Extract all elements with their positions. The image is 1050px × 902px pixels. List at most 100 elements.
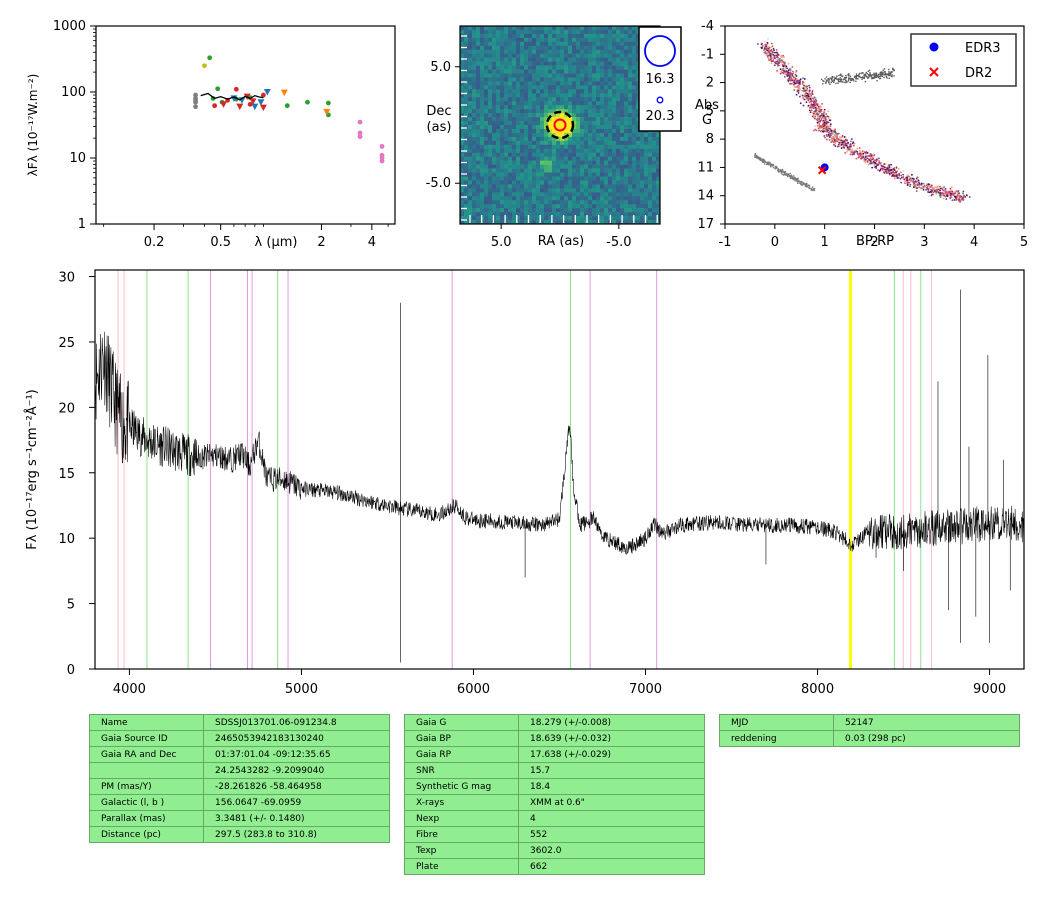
image-pixel — [520, 53, 525, 58]
image-pixel — [512, 37, 517, 43]
image-pixel — [472, 152, 477, 157]
image-pixel — [564, 77, 569, 82]
x-axis-label: λ (μm) — [255, 235, 298, 250]
image-pixel — [508, 97, 513, 102]
image-pixel — [520, 176, 525, 181]
image-pixel — [608, 105, 613, 110]
image-pixel — [496, 57, 501, 62]
image-pixel — [576, 121, 581, 126]
image-pixel — [596, 26, 601, 31]
image-pixel — [484, 89, 489, 94]
hr-density-dot — [791, 74, 794, 77]
image-pixel — [624, 113, 629, 118]
hr-density-dot — [832, 81, 835, 84]
image-pixel — [596, 93, 601, 98]
image-pixel — [572, 117, 577, 122]
image-pixel — [464, 168, 469, 173]
image-pixel — [536, 89, 541, 94]
image-pixel — [640, 168, 645, 173]
image-pixel — [476, 144, 481, 150]
image-pixel — [608, 180, 613, 185]
image-pixel — [640, 152, 645, 157]
hr-density-dot — [871, 158, 874, 161]
hr-density-dot — [898, 174, 901, 177]
image-pixel — [652, 188, 657, 193]
table-row: Synthetic G mag 18.4 — [404, 778, 705, 795]
telluric-band — [849, 270, 852, 669]
image-pixel — [556, 61, 561, 66]
image-pixel — [488, 200, 493, 205]
image-pixel — [568, 117, 573, 122]
image-pixel — [588, 53, 593, 58]
image-pixel — [524, 180, 529, 185]
image-pixel — [500, 37, 505, 43]
image-pixel — [608, 113, 613, 118]
image-pixel — [540, 168, 545, 173]
table-value-cell: SDSSJ013701.06-091234.8 — [203, 714, 390, 731]
image-pixel — [556, 168, 561, 173]
image-pixel — [604, 184, 609, 189]
image-pixel — [472, 53, 477, 58]
image-pixel — [500, 192, 505, 197]
image-pixel — [512, 188, 517, 193]
image-pixel — [552, 172, 557, 177]
image-pixel — [504, 29, 509, 35]
image-pixel — [636, 220, 641, 225]
image-pixel — [532, 69, 537, 74]
image-pixel — [628, 109, 633, 114]
image-pixel — [524, 89, 529, 94]
table-row: Nexp 4 — [404, 810, 705, 827]
image-pixel — [624, 212, 629, 217]
hr-density-dot — [865, 153, 868, 156]
image-pixel — [576, 69, 581, 74]
image-pixel — [532, 156, 537, 161]
image-pixel — [520, 140, 525, 146]
table-value-cell: 17.638 (+/-0.029) — [518, 746, 705, 763]
image-pixel — [476, 164, 481, 169]
image-pixel — [512, 117, 517, 122]
image-pixel — [592, 105, 597, 110]
image-pixel — [524, 132, 529, 138]
image-pixel — [560, 61, 565, 66]
image-pixel — [532, 148, 537, 154]
image-pixel — [632, 148, 637, 154]
image-pixel — [600, 176, 605, 181]
image-pixel — [628, 121, 633, 126]
image-pixel — [608, 77, 613, 82]
image-pixel — [572, 216, 577, 221]
hr-density-dot — [806, 85, 809, 88]
image-pixel — [516, 93, 521, 98]
image-pixel — [484, 113, 489, 118]
image-pixel — [616, 45, 621, 51]
image-pixel — [572, 77, 577, 82]
image-pixel — [484, 26, 489, 31]
image-pixel — [472, 132, 477, 138]
hr-density-dot — [828, 139, 831, 141]
image-pixel — [600, 136, 605, 142]
image-pixel — [480, 29, 485, 35]
image-pixel — [520, 132, 525, 138]
image-pixel — [536, 117, 541, 122]
image-pixel — [572, 196, 577, 201]
image-pixel — [492, 220, 497, 225]
image-pixel — [472, 220, 477, 225]
image-pixel — [636, 45, 641, 51]
image-pixel — [624, 152, 629, 157]
hr-density-dot — [840, 141, 842, 144]
image-pixel — [500, 53, 505, 58]
image-pixel — [588, 113, 593, 118]
image-pixel — [480, 73, 485, 78]
hr-density-dot — [890, 163, 892, 166]
image-pixel — [552, 29, 557, 35]
image-pixel — [528, 216, 533, 221]
hr-density-dot — [814, 125, 817, 128]
image-pixel — [584, 101, 589, 106]
sed-point — [220, 101, 228, 108]
image-pixel — [540, 220, 545, 225]
image-pixel — [544, 140, 549, 146]
image-pixel — [612, 73, 617, 78]
hr-density-dot — [869, 155, 872, 158]
hr-density-dot — [795, 85, 798, 88]
image-pixel — [464, 132, 469, 138]
image-pixel — [584, 85, 589, 90]
